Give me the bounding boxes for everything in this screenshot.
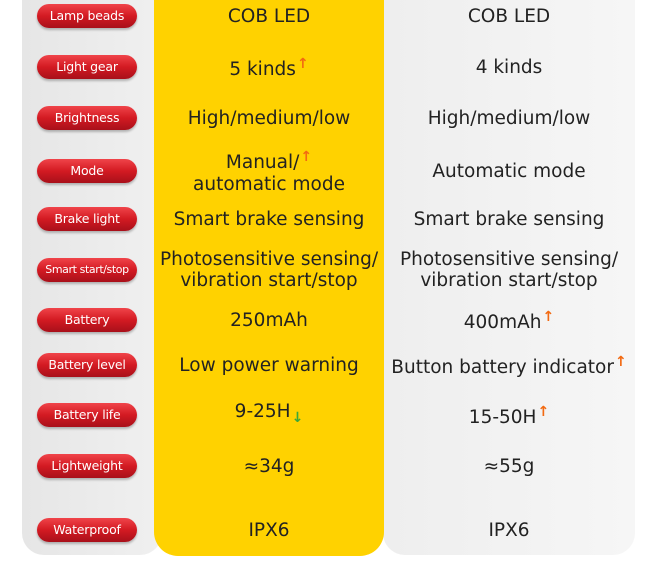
product-b-value: COB LED xyxy=(383,0,635,46)
value-text: 15-50H xyxy=(468,407,537,429)
up-arrow-icon: ↑ xyxy=(542,308,555,325)
product-a-value: Photosensitive sensing/vibration start/s… xyxy=(154,240,384,300)
value-text: Smart brake sensing xyxy=(173,208,365,230)
value-text: ≈55g xyxy=(483,455,535,477)
row-label-pill: Battery life xyxy=(37,403,137,427)
value-text: Smart brake sensing xyxy=(413,208,605,230)
product-b-value: Automatic mode xyxy=(383,141,635,201)
value-text: 4 kinds xyxy=(475,56,543,78)
product-a-column xyxy=(154,0,384,556)
down-arrow-icon: ↓ xyxy=(291,409,304,426)
product-b-value: 4 kinds xyxy=(383,37,635,97)
up-arrow-icon: ↑ xyxy=(537,403,550,420)
value-text: High/medium/low xyxy=(187,107,351,129)
value-text: IPX6 xyxy=(488,519,530,541)
product-a-value: IPX6 xyxy=(154,500,384,560)
value-text: Low power warning xyxy=(179,354,359,376)
up-arrow-icon: ↑ xyxy=(296,55,309,72)
product-a-value: 9-25H↓ xyxy=(154,385,384,445)
up-arrow-icon: ↑ xyxy=(300,149,313,166)
value-text: Photosensitive sensing/ xyxy=(399,249,619,270)
product-b-column xyxy=(383,0,635,555)
row-label-pill: Battery xyxy=(37,308,137,332)
row-label-pill: Waterproof xyxy=(37,518,137,542)
row-label-pill: Light gear xyxy=(37,55,137,79)
product-b-value: Smart brake sensing xyxy=(383,189,635,249)
product-a-value: 250mAh xyxy=(154,290,384,350)
value-text: High/medium/low xyxy=(427,107,591,129)
row-label-pill: Mode xyxy=(37,159,137,183)
value-text: 250mAh xyxy=(230,309,308,331)
product-b-value: IPX6 xyxy=(383,500,635,560)
value-text: Manual/ xyxy=(225,152,300,174)
product-a-value: 5 kinds↑ xyxy=(154,37,384,97)
product-a-value: ≈34g xyxy=(154,436,384,496)
product-a-value: COB LED xyxy=(154,0,384,46)
value-text: COB LED xyxy=(227,5,311,27)
product-b-value: Photosensitive sensing/vibration start/s… xyxy=(383,240,635,300)
product-a-value: High/medium/low xyxy=(154,88,384,148)
up-arrow-icon: ↑ xyxy=(614,353,627,370)
row-label-pill: Lightweight xyxy=(37,454,137,478)
product-a-value: Manual/↑ automatic mode xyxy=(154,141,384,201)
value-text-line2: vibration start/stop xyxy=(420,270,598,291)
value-text: Photosensitive sensing/ xyxy=(159,249,379,270)
row-label-pill: Smart start/stop xyxy=(37,258,137,282)
product-b-value: High/medium/low xyxy=(383,88,635,148)
value-text-line2: vibration start/stop xyxy=(180,270,358,291)
product-b-value: Button battery indicator↑ xyxy=(383,335,635,395)
product-b-value: 400mAh↑ xyxy=(383,290,635,350)
value-text: COB LED xyxy=(467,5,551,27)
product-a-value: Smart brake sensing xyxy=(154,189,384,249)
value-text: Automatic mode xyxy=(432,160,586,182)
value-text: IPX6 xyxy=(248,519,290,541)
row-label-pill: Brightness xyxy=(37,106,137,130)
value-text: Button battery indicator xyxy=(391,357,614,379)
value-text: 9-25H xyxy=(234,401,291,423)
row-label-pill: Lamp beads xyxy=(37,4,137,28)
product-b-value: ≈55g xyxy=(383,436,635,496)
value-text-line2: automatic mode xyxy=(193,173,345,195)
product-b-value: 15-50H↑ xyxy=(383,385,635,445)
value-text: 5 kinds xyxy=(229,59,296,81)
row-label-pill: Brake light xyxy=(37,207,137,231)
value-text: ≈34g xyxy=(243,455,295,477)
product-a-value: Low power warning xyxy=(154,335,384,395)
value-text: 400mAh xyxy=(463,312,542,334)
row-label-pill: Battery level xyxy=(37,353,137,377)
